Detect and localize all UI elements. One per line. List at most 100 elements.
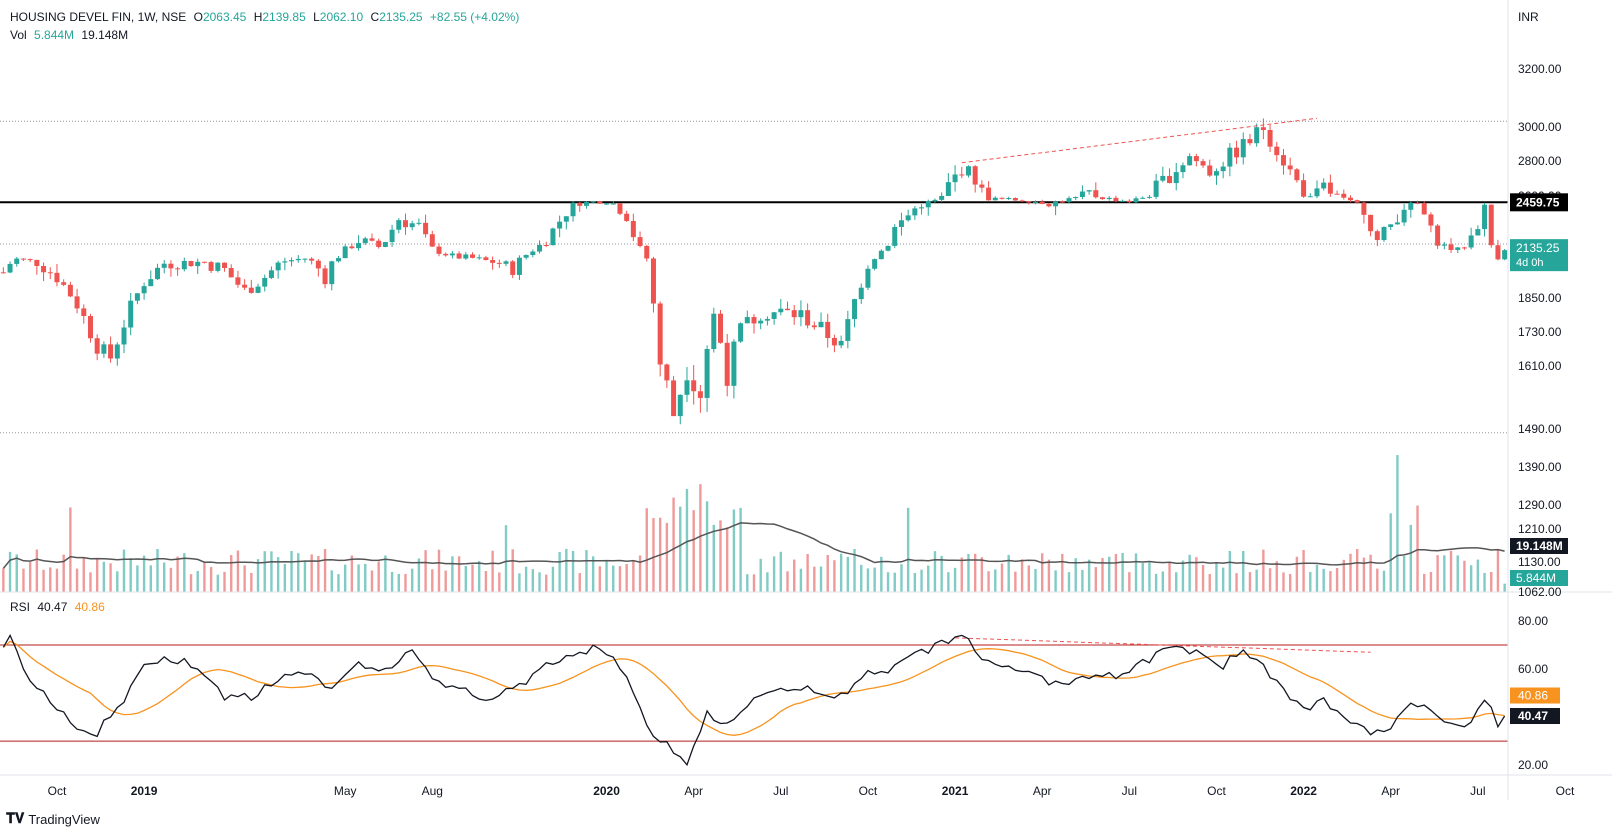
price-axis-tick-label: 1390.00 [1518, 460, 1562, 474]
volume-bar [665, 522, 669, 592]
candle-body [262, 277, 268, 287]
candle-body [228, 268, 234, 278]
volume-bar [994, 569, 997, 592]
volume-ma-line [2, 522, 1505, 569]
volume-bar [230, 555, 233, 592]
candle-body [275, 262, 281, 271]
tradingview-icon: 𝐓𝐕 [6, 811, 25, 827]
candle-body [1066, 198, 1072, 202]
volume-bar [1067, 572, 1071, 592]
volume-bar [1356, 549, 1359, 592]
vol-value: 5.844M [34, 28, 75, 42]
x-axis-tick-label: 2019 [131, 784, 158, 798]
volume-bar [1195, 557, 1198, 592]
volume-bar [585, 550, 588, 592]
candle-body [1039, 201, 1045, 204]
volume-bar [109, 563, 112, 592]
volume-bar [1027, 565, 1030, 592]
rsi-axis-tick-label: 80.00 [1518, 614, 1548, 628]
candle-body [858, 287, 864, 300]
candle-body [744, 317, 750, 324]
tradingview-logo[interactable]: 𝐓𝐕 TradingView [6, 811, 100, 827]
symbol-title[interactable]: HOUSING DEVEL FIN, 1W, NSE [10, 10, 187, 24]
volume-bar [900, 564, 903, 592]
candle-body [1086, 190, 1092, 192]
volume-bar [290, 550, 293, 592]
candle-body [1254, 127, 1260, 144]
candle-body [356, 243, 362, 249]
price-axis-tick-label: 1730.00 [1518, 325, 1562, 339]
volume-bar [491, 550, 494, 592]
candle-body [825, 321, 831, 338]
candle-body [1173, 172, 1179, 184]
volume-bar [42, 569, 45, 592]
volume-bar [1423, 573, 1426, 592]
volume-last-label-bg [1510, 570, 1568, 586]
price-axis-tick-label: 3000.00 [1518, 120, 1562, 134]
rsi-trendline [955, 637, 1371, 653]
candle-body [14, 258, 20, 264]
candle-body [27, 259, 33, 261]
volume-bar [384, 555, 387, 592]
candle-body [1053, 201, 1059, 207]
candle-body [1120, 200, 1126, 202]
volume-bar [1476, 559, 1480, 592]
candle-body [617, 203, 623, 214]
volume-bar [142, 555, 146, 592]
volume-bar [343, 564, 347, 592]
candle-body [449, 253, 455, 256]
candle-body [155, 267, 161, 280]
candle-body [188, 260, 194, 267]
candle-body [684, 380, 690, 395]
volume-bar [82, 557, 85, 592]
volume-bar [1369, 554, 1372, 592]
volume-bar [685, 489, 689, 592]
legend-price: HOUSING DEVEL FIN, 1W, NSE O2063.45 H213… [10, 10, 523, 24]
volume-bar [947, 572, 950, 592]
rsi-ma-value: 40.86 [74, 600, 105, 614]
vol-ma-value: 19.148M [81, 28, 129, 42]
candle-body [510, 261, 516, 275]
volume-bar [1114, 553, 1118, 592]
volume-bar [457, 556, 461, 592]
candle-body [1234, 147, 1240, 158]
volume-bar [839, 553, 843, 592]
candle-body [490, 260, 496, 263]
candle-body [537, 244, 543, 252]
volume-bar [612, 565, 615, 592]
candle-body [1334, 193, 1340, 195]
volume-bar [652, 518, 655, 592]
volume-bar [75, 568, 79, 592]
volume-bar [565, 548, 568, 592]
candle-body [912, 208, 918, 216]
candle-body [885, 245, 891, 251]
volume-bar [1047, 559, 1051, 592]
candle-body [583, 202, 589, 206]
candle-body [764, 318, 770, 321]
volume-bar [632, 561, 635, 592]
volume-bar [799, 568, 803, 592]
volume-bar [330, 570, 333, 592]
price-pane [0, 117, 1508, 434]
candle-body [691, 380, 697, 392]
candle-body [644, 245, 650, 259]
candle-body [476, 257, 482, 259]
candle-body [530, 251, 536, 256]
level-label-bg [1510, 193, 1568, 212]
volume-bar [725, 527, 729, 592]
candle-body [1408, 202, 1414, 210]
volume-bar [1121, 552, 1124, 592]
candle-body [1032, 201, 1038, 203]
volume-bar [1349, 553, 1352, 592]
candle-body [289, 260, 295, 262]
candle-body [456, 253, 462, 259]
rsi-pane [0, 633, 1508, 767]
candle-body [624, 213, 630, 221]
x-axis-tick-label: Apr [1381, 784, 1400, 798]
price-axis-tick-label: 1850.00 [1518, 291, 1562, 305]
open-value: O2063.45 [193, 10, 247, 24]
volume-bar [451, 556, 454, 592]
candle-body [1213, 171, 1219, 176]
candle-body [563, 216, 569, 222]
candle-body [818, 321, 824, 328]
